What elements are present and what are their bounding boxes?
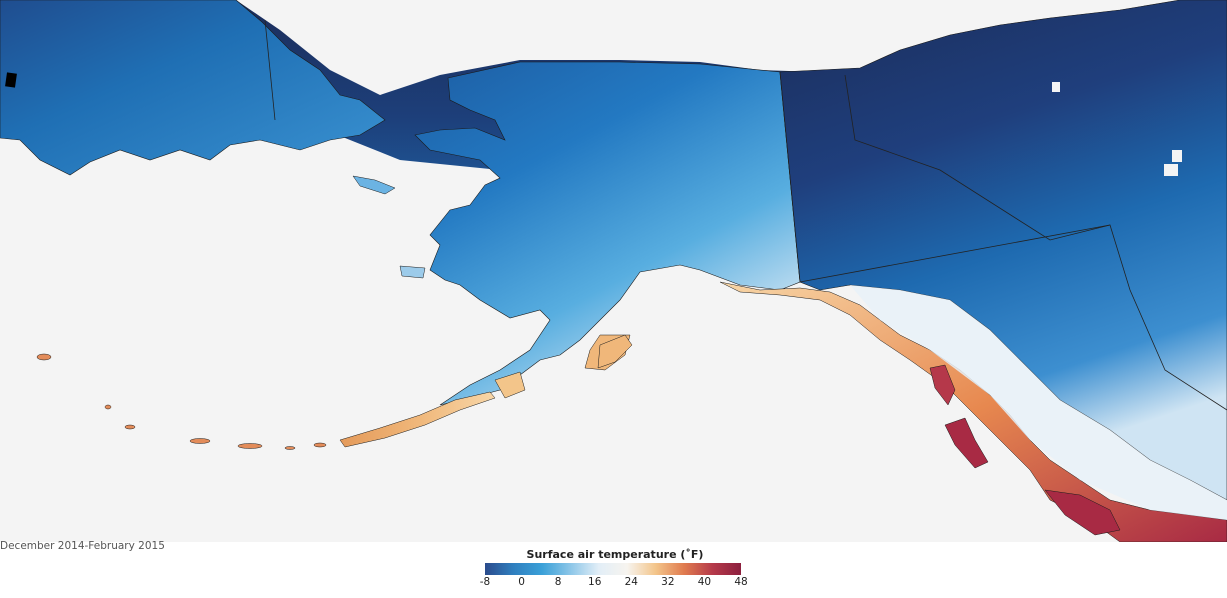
legend-title: Surface air temperature (˚F)	[526, 548, 704, 561]
kodiak-island	[597, 334, 633, 369]
panhandle-island-2	[929, 364, 956, 406]
legend-tick: -8	[479, 576, 491, 588]
alaska-mainland	[414, 61, 801, 406]
territory-border	[844, 74, 1227, 411]
nodata-block-3	[1164, 164, 1178, 176]
haida-gwaii	[1044, 489, 1121, 536]
panhandle-island-1	[944, 417, 989, 469]
nodata-block-2	[1172, 150, 1182, 162]
province-border	[799, 224, 1111, 283]
dark-marker	[5, 72, 17, 88]
st-lawrence-island	[352, 175, 396, 195]
legend-tick: 32	[661, 576, 675, 588]
legend-tick: 0	[518, 576, 525, 588]
kenai-peninsula	[494, 371, 526, 399]
nodata-block-1	[1052, 82, 1060, 92]
aleutian-small-islands	[36, 353, 327, 450]
chukotka-landmass	[0, 0, 386, 176]
legend-tick: 16	[588, 576, 602, 588]
siberia-border	[264, 19, 276, 121]
aleutian-islands	[339, 391, 496, 448]
date-range-label: December 2014-February 2015	[0, 540, 165, 552]
temperature-legend: Surface air temperature (˚F) -8 0 8 16 24 32 4…	[470, 548, 760, 594]
legend-colorbar	[485, 563, 741, 575]
nunivak-island	[399, 265, 426, 279]
map-canvas	[0, 0, 1227, 542]
legend-tick: 48	[734, 576, 748, 588]
legend-tick: 8	[554, 576, 562, 588]
us-canada-border	[779, 71, 801, 283]
legend-tick: 40	[697, 576, 712, 588]
temperature-map	[0, 0, 1227, 542]
legend-tick: 24	[624, 576, 638, 588]
coastal-range	[850, 285, 1227, 520]
